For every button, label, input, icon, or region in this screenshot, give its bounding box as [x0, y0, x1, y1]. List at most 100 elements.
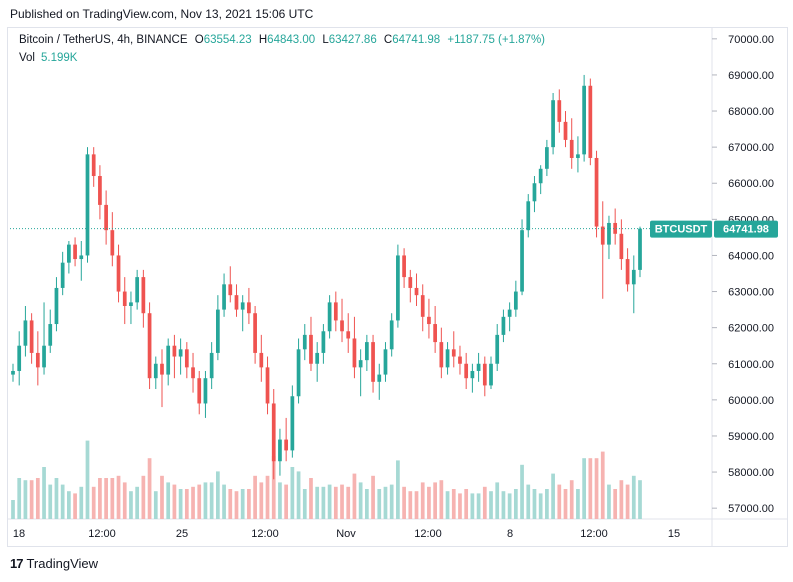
volume-bar: [638, 480, 642, 519]
volume-bar: [60, 484, 65, 519]
volume-bar: [253, 475, 257, 519]
volume-bar: [582, 458, 586, 519]
candle-body: [576, 154, 580, 158]
volume-bar: [340, 484, 344, 519]
x-tick-label: 25: [176, 528, 188, 540]
y-tick-label: 63000.00: [728, 287, 774, 299]
volume-bar: [178, 489, 183, 519]
candle-body: [433, 324, 438, 343]
volume-bar: [333, 486, 338, 519]
candle-body: [73, 244, 77, 260]
volume-bar: [607, 484, 611, 519]
candle-body: [240, 302, 245, 310]
x-tick-label: 12:00: [414, 528, 442, 540]
volume-bar: [29, 480, 34, 519]
volume-bar: [42, 467, 46, 519]
candle-body: [116, 255, 121, 292]
candle-body: [513, 291, 518, 310]
footer-brand[interactable]: 17 TradingView: [10, 556, 98, 571]
candle-body: [302, 334, 307, 350]
legend-close-label: C: [383, 34, 393, 46]
candle-body: [340, 320, 344, 332]
volume-bar: [296, 471, 301, 519]
candle-body: [420, 295, 425, 317]
volume-bar: [513, 489, 518, 519]
candle-body: [98, 176, 102, 205]
candle-body: [414, 287, 419, 296]
candle-body: [253, 313, 257, 353]
volume-bar: [172, 484, 177, 519]
volume-bar: [346, 486, 351, 519]
candle-body: [600, 226, 605, 245]
x-tick-label: 15: [668, 528, 680, 540]
volume-bar: [613, 489, 618, 519]
candle-body: [607, 222, 611, 245]
candle-body: [551, 100, 555, 148]
candle-body: [364, 342, 369, 361]
candle-body: [538, 168, 543, 184]
candle-body: [501, 316, 506, 335]
candle-body: [85, 154, 90, 256]
candle-body: [451, 349, 456, 357]
volume-bar: [67, 491, 71, 519]
volume-bar: [85, 440, 90, 519]
candle-body: [104, 204, 108, 231]
candle-body: [184, 349, 189, 368]
last-price-badge: 64741.98: [723, 224, 769, 236]
legend-high-label: H: [258, 34, 268, 46]
volume-bar: [482, 486, 487, 519]
candle-body: [23, 320, 28, 346]
volume-bar: [197, 484, 202, 519]
candle-body: [396, 255, 400, 321]
volume-bar: [327, 484, 332, 519]
volume-bar: [309, 478, 313, 519]
tradingview-logo-icon: 17: [10, 556, 24, 571]
candle-body: [215, 309, 220, 353]
volume-bar: [191, 486, 195, 519]
candle-body: [91, 154, 96, 177]
candle-body: [228, 284, 233, 296]
candle-body: [545, 147, 549, 169]
x-tick-label: 8: [507, 528, 513, 540]
candle-body: [315, 352, 320, 364]
volume-bar: [222, 484, 226, 519]
legend-open-value: 63554.23: [203, 34, 252, 46]
candle-body: [408, 277, 413, 288]
volume-bar: [408, 491, 413, 519]
y-tick-label: 61000.00: [728, 359, 774, 371]
candle-body: [383, 349, 388, 375]
candle-body: [209, 352, 214, 379]
candle-body: [464, 363, 469, 379]
footer-brand-name: TradingView: [26, 556, 99, 571]
volume-bar: [278, 482, 282, 519]
volume-bar: [476, 493, 481, 519]
volume-bar: [389, 484, 394, 519]
candle-body: [172, 345, 177, 357]
volume-bar: [110, 478, 115, 519]
volume-bar: [135, 486, 140, 519]
candle-body: [389, 320, 394, 350]
volume-bar: [259, 482, 264, 519]
candle-body: [79, 255, 84, 260]
candle-body: [613, 222, 618, 234]
volume-bar: [495, 482, 500, 519]
candle-body: [284, 439, 289, 451]
volume-bar: [321, 486, 326, 519]
candle-body: [532, 183, 537, 202]
x-tick-label: 12:00: [251, 528, 279, 540]
candle-body: [352, 338, 357, 368]
volume-bar: [240, 489, 245, 519]
candle-body: [489, 363, 493, 386]
volume-bar: [545, 489, 549, 519]
candle-body: [110, 230, 115, 256]
volume-value: 5.199K: [41, 52, 78, 64]
volume-bar: [563, 489, 568, 519]
y-tick-label: 60000.00: [728, 395, 774, 407]
volume-bar: [122, 482, 127, 519]
candle-body: [569, 139, 574, 158]
volume-bar: [11, 500, 15, 519]
volume-bar: [73, 493, 77, 519]
chart-legend: Bitcoin / TetherUS, 4h, BINANCE O63554.2…: [19, 34, 545, 46]
candle-body: [166, 345, 171, 375]
